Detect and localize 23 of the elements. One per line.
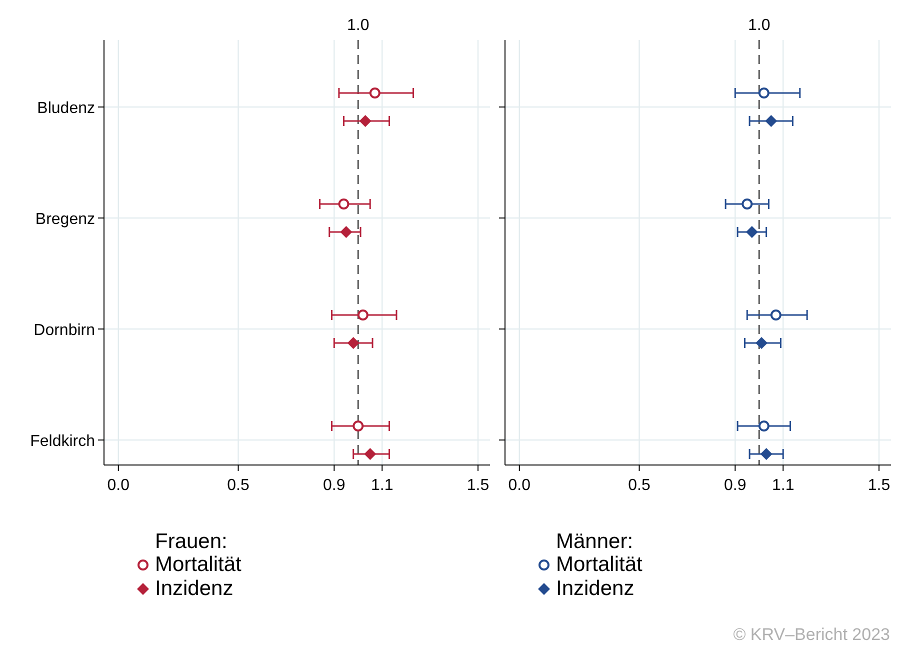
x-tick-label: 1.5 (466, 477, 490, 494)
y-tick-label: Bregenz (35, 211, 95, 228)
x-tick-label: 1.1 (370, 477, 394, 494)
x-tick-label: 0.9 (724, 477, 746, 494)
x-tick-label: 0.5 (628, 477, 650, 494)
legend-label: Inzidenz (556, 577, 634, 600)
text: © KRV–Bericht 2023 (733, 625, 890, 644)
x-tick-label: 1.1 (772, 477, 794, 494)
y-tick-label: Feldkirch (30, 433, 95, 450)
x-tick-label: 0.0 (107, 477, 130, 494)
legend-title: Frauen: (155, 530, 228, 553)
x-tick-label: 0.9 (323, 477, 346, 494)
y-tick-label: Dornbirn (34, 322, 95, 339)
ref-line-label: 1.0 (347, 17, 370, 34)
legend-title: Männer: (556, 530, 634, 553)
legend-label: Mortalität (155, 553, 242, 576)
y-tick-label: Bludenz (37, 100, 95, 117)
x-tick-label: 0.5 (227, 477, 250, 494)
x-tick-label: 0.0 (508, 477, 531, 494)
ref-line-label: 1.0 (748, 17, 770, 34)
legend-label: Mortalität (556, 553, 643, 576)
legend-label: Inzidenz (155, 577, 234, 600)
x-tick-label: 1.5 (868, 477, 890, 494)
